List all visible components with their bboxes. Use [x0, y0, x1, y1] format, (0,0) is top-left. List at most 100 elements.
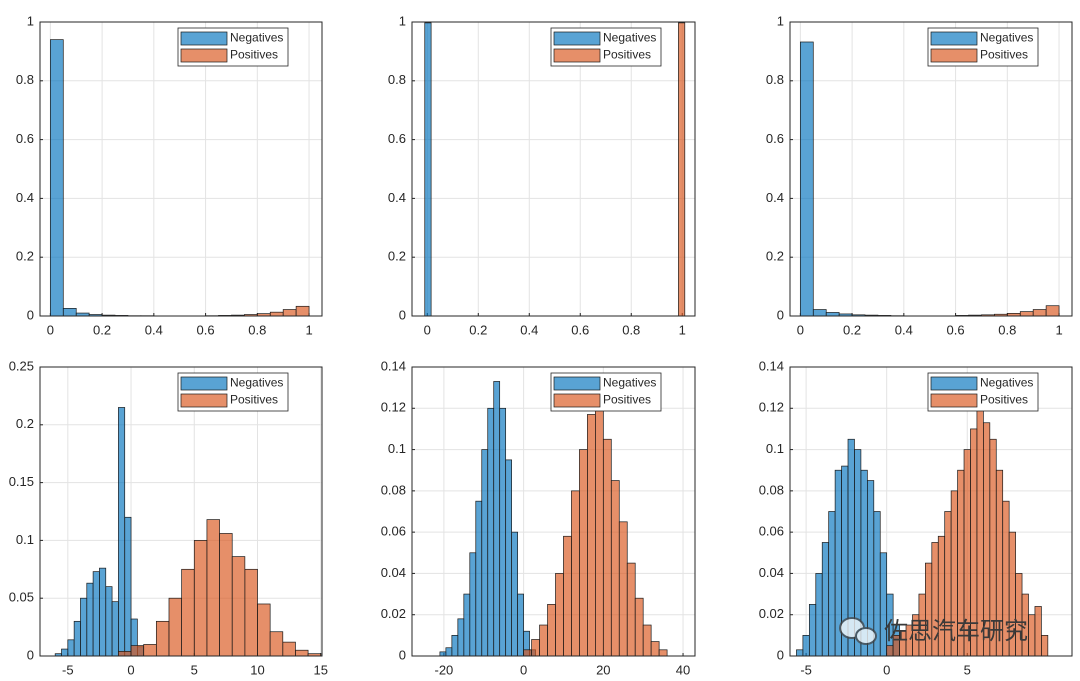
bar [587, 414, 596, 657]
bar [282, 309, 297, 317]
watermark-icon [839, 617, 877, 645]
bar [808, 604, 817, 657]
bar [155, 620, 170, 657]
bar [602, 438, 612, 657]
bar [555, 573, 564, 657]
bar [796, 649, 804, 657]
y-tick-label: 0.6 [16, 131, 34, 146]
x-tick-label: 0.4 [520, 322, 538, 337]
bar [457, 618, 465, 657]
legend-label: Negatives [603, 376, 656, 390]
x-tick-label: 0 [797, 322, 804, 337]
bar [424, 22, 432, 317]
bar [49, 39, 64, 317]
legend-label: Positives [980, 393, 1028, 407]
x-tick-label: 0.2 [93, 322, 111, 337]
legend-swatch [180, 393, 228, 408]
bar [618, 521, 628, 657]
x-tick-label: 10 [250, 662, 264, 677]
bar [105, 586, 113, 657]
y-tick-label: 0.02 [759, 606, 784, 621]
legend-label: Negatives [980, 376, 1033, 390]
legend-swatch [553, 31, 601, 46]
bar [1041, 635, 1049, 657]
legend-swatch [553, 393, 601, 408]
x-tick-label: 15 [314, 662, 328, 677]
axes-frame [39, 21, 323, 317]
bar [244, 568, 258, 657]
bar [231, 556, 246, 657]
x-tick-label: 0 [424, 322, 431, 337]
x-tick-label: 0 [127, 662, 134, 677]
legend-swatch [930, 393, 978, 408]
y-tick-label: 0.1 [766, 441, 784, 456]
bar [505, 459, 512, 657]
x-tick-label: 0.4 [145, 322, 163, 337]
x-tick-label: 0.6 [947, 322, 965, 337]
bar [517, 593, 524, 657]
x-tick-label: 40 [676, 662, 690, 677]
bar [610, 480, 620, 657]
y-tick-label: 0.04 [381, 565, 406, 580]
bar [257, 603, 271, 657]
y-tick-label: 0 [399, 307, 406, 322]
bar [475, 500, 483, 657]
legend-label: Positives [230, 393, 278, 407]
bar [825, 312, 840, 317]
x-tick-label: 0.2 [843, 322, 861, 337]
x-tick-label: 0 [47, 322, 54, 337]
legend: Negatives Positives [177, 27, 289, 67]
legend-swatch [180, 31, 228, 46]
x-tick-label: 0 [883, 662, 890, 677]
bar [1028, 614, 1036, 657]
bar [111, 601, 119, 657]
subplot: 0 0.2 0.4 0.6 0.8 1 0 0.2 0.4 0.6 0.8 1 Negatives Pos… [16, 13, 323, 337]
subplot: 0 0.2 0.4 0.6 0.8 1 0 0.2 0.4 0.6 0.8 1 Negatives Pos… [766, 13, 1073, 337]
x-tick-label: 0.2 [469, 322, 487, 337]
bar [634, 597, 644, 657]
y-tick-label: 0 [27, 307, 34, 322]
bar [1045, 305, 1060, 317]
bar [73, 620, 81, 657]
bar [67, 639, 75, 657]
bar [206, 519, 220, 657]
y-tick-label: 0.6 [388, 131, 406, 146]
y-tick-label: 0.12 [381, 400, 406, 415]
subplot: 0 0.2 0.4 0.6 0.8 1 0 0.2 0.4 0.6 0.8 1 Negatives Pos… [388, 13, 696, 337]
y-tick-label: 0.08 [381, 482, 406, 497]
bar [821, 542, 830, 657]
legend: Negatives Positives [550, 27, 662, 67]
bar [118, 407, 126, 657]
bar [547, 604, 556, 657]
bar [269, 631, 284, 657]
bar [143, 644, 157, 657]
y-tick-label: 0 [399, 647, 406, 662]
y-tick-label: 0.2 [388, 249, 406, 264]
y-tick-label: 0.8 [16, 72, 34, 87]
bar [539, 624, 548, 657]
x-tick-label: -5 [62, 662, 74, 677]
bar [80, 597, 88, 657]
legend-label: Negatives [980, 31, 1033, 45]
x-tick-label: 20 [596, 662, 610, 677]
y-tick-label: 0.06 [759, 524, 784, 539]
x-tick-label: 1 [679, 322, 686, 337]
bar [828, 511, 836, 657]
y-tick-label: 0.4 [16, 190, 34, 205]
bar [511, 531, 518, 657]
bar [493, 381, 501, 657]
y-tick-label: 0.04 [759, 565, 784, 580]
x-tick-label: -20 [434, 662, 453, 677]
legend-label: Negatives [603, 31, 656, 45]
legend: Negatives Positives [550, 372, 662, 412]
bar [99, 567, 107, 657]
y-tick-label: 0.25 [9, 358, 34, 373]
legend-label: Positives [980, 48, 1028, 62]
bar [481, 449, 489, 657]
bar [295, 305, 310, 317]
bar [1034, 606, 1042, 657]
bar [523, 649, 532, 657]
bar [626, 562, 636, 657]
x-tick-label: 0.8 [998, 322, 1016, 337]
